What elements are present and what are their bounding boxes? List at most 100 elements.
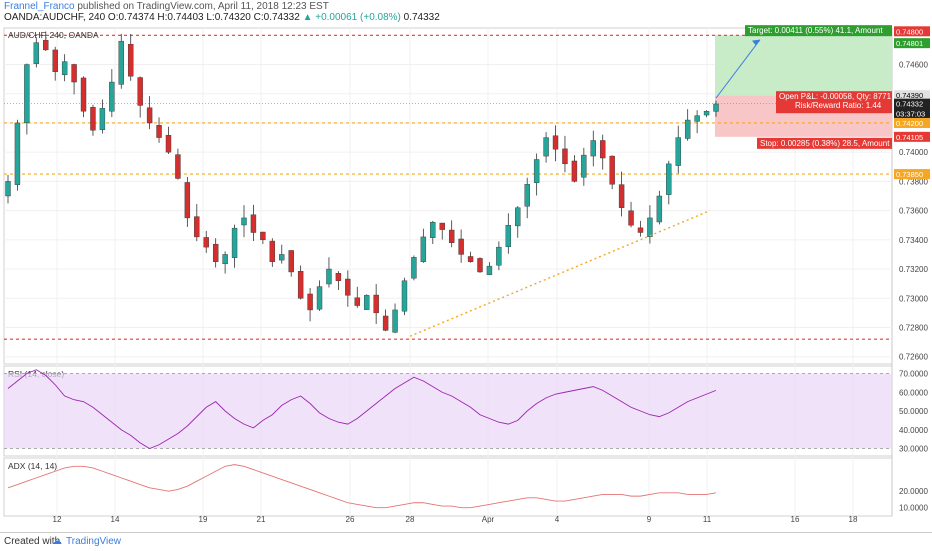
candle-body bbox=[146, 107, 153, 124]
price-tag-label: 0.74105 bbox=[896, 133, 923, 142]
price-tick-label: 0.73600 bbox=[899, 207, 928, 216]
candle-body bbox=[354, 297, 360, 306]
time-tick-label: Apr bbox=[482, 515, 495, 524]
candle-body bbox=[175, 154, 181, 179]
price-tick-label: 0.74600 bbox=[899, 61, 928, 70]
candle-body bbox=[382, 315, 389, 331]
candle-body bbox=[609, 155, 615, 185]
candle-body bbox=[52, 49, 58, 73]
candle-body bbox=[647, 217, 653, 237]
adx-pane bbox=[3, 457, 893, 517]
time-tick-label: 28 bbox=[406, 515, 415, 524]
price-tag bbox=[894, 26, 930, 37]
candle-body bbox=[99, 108, 106, 131]
rsi-tick-label: 70.0000 bbox=[899, 370, 928, 379]
candle-body bbox=[477, 258, 483, 273]
candle-body bbox=[713, 103, 719, 112]
price-tick-label: 0.73400 bbox=[899, 236, 928, 245]
tradingview-logo-icon: ☁ bbox=[52, 536, 62, 547]
rsi-line bbox=[7, 369, 717, 450]
projection-arrow bbox=[715, 39, 761, 99]
rsi-band bbox=[4, 373, 892, 449]
candle-body bbox=[496, 246, 502, 266]
candle-body bbox=[61, 61, 68, 76]
candle-body bbox=[128, 43, 134, 77]
chart-canvas[interactable]: 0.746000.744000.742000.740000.738000.736… bbox=[0, 22, 932, 532]
candle-body bbox=[212, 243, 219, 262]
price-tag bbox=[894, 131, 930, 142]
candle-body bbox=[137, 77, 143, 106]
candle-body bbox=[392, 309, 398, 333]
author-link[interactable]: Frannel_Franco bbox=[4, 1, 75, 12]
candle-body bbox=[33, 42, 40, 64]
candle-body bbox=[90, 107, 96, 131]
candle-body bbox=[373, 294, 379, 314]
candle-body bbox=[345, 278, 351, 296]
candle-body bbox=[694, 115, 700, 122]
target-label: Target: 0.00411 (0.55%) 41.1, Amount bbox=[748, 26, 883, 35]
candle-body bbox=[269, 240, 276, 262]
candle-body bbox=[637, 227, 644, 233]
time-tick-label: 18 bbox=[849, 515, 858, 524]
price-tag-label: 0.74801 bbox=[896, 39, 923, 48]
target-zone bbox=[715, 35, 892, 96]
tradingview-brand[interactable]: TradingView bbox=[66, 536, 122, 547]
candle-body bbox=[420, 236, 427, 262]
candle-body bbox=[24, 64, 30, 124]
open-value: O:0.74374 bbox=[107, 12, 155, 23]
candle-body bbox=[297, 271, 304, 299]
price-tag-label: 03:37:03 bbox=[896, 109, 925, 118]
candle-body bbox=[411, 257, 417, 279]
candle-body bbox=[194, 216, 200, 238]
candle-body bbox=[684, 119, 691, 139]
price-tag bbox=[894, 117, 930, 128]
trendline bbox=[409, 209, 711, 337]
rsi-tick-label: 40.0000 bbox=[899, 426, 928, 435]
adx-tick-label: 20.0000 bbox=[899, 487, 928, 496]
adx-legend: ADX (14, 14) bbox=[8, 461, 57, 471]
open-pl-label: Open P&L: -0.00058, Qty: 8771 bbox=[779, 92, 892, 101]
candle-body bbox=[43, 39, 49, 51]
candle-body bbox=[203, 237, 209, 248]
candle-body bbox=[118, 40, 124, 85]
adx-line bbox=[7, 464, 717, 509]
low-value: L:0.74320 bbox=[206, 12, 251, 23]
change-value: ▲ +0.00061 (+0.08%) bbox=[302, 12, 401, 23]
rsi-tick-label: 60.0000 bbox=[899, 388, 928, 397]
risk-reward-label: Risk/Reward Ratio: 1.44 bbox=[795, 101, 882, 110]
candle-body bbox=[250, 214, 257, 233]
price-tag bbox=[894, 169, 930, 180]
candle-body bbox=[109, 81, 115, 112]
time-tick-label: 4 bbox=[555, 515, 560, 524]
candle-body bbox=[165, 135, 172, 153]
candle-body bbox=[222, 254, 228, 265]
candle-body bbox=[543, 137, 549, 157]
candle-body bbox=[184, 182, 191, 219]
candle-body bbox=[590, 140, 596, 157]
price-tick-label: 0.73800 bbox=[899, 177, 928, 186]
stop-label: Stop: 0.00285 (0.38%) 28.5, Amount bbox=[760, 139, 890, 148]
time-tick-label: 12 bbox=[53, 515, 62, 524]
time-tick-label: 14 bbox=[111, 515, 120, 524]
price-tick-label: 0.73000 bbox=[899, 294, 928, 303]
candle-body bbox=[335, 273, 342, 281]
arrow-head-icon bbox=[752, 39, 760, 46]
price-tick-label: 0.72600 bbox=[899, 353, 928, 362]
stop-label-bg bbox=[757, 137, 892, 149]
candle-body bbox=[703, 111, 710, 116]
adx-tick-label: 10.0000 bbox=[899, 504, 928, 513]
rsi-tick-label: 50.0000 bbox=[899, 407, 928, 416]
price-tag bbox=[894, 38, 930, 49]
price-tag bbox=[894, 108, 930, 119]
price-tick-label: 0.74000 bbox=[899, 148, 928, 157]
main-legend: AUD/CHF, 240, OANDA bbox=[8, 30, 99, 40]
candle-body bbox=[524, 184, 530, 207]
publish-info: published on TradingView.com, April 11, … bbox=[77, 1, 329, 12]
candle-body bbox=[156, 125, 162, 138]
target-label-bg bbox=[745, 25, 892, 37]
price-tag-label: 0.74390 bbox=[896, 91, 923, 100]
candle-body bbox=[533, 159, 540, 183]
price-tag bbox=[894, 98, 930, 109]
price-tag-label: 0.73850 bbox=[896, 170, 923, 179]
